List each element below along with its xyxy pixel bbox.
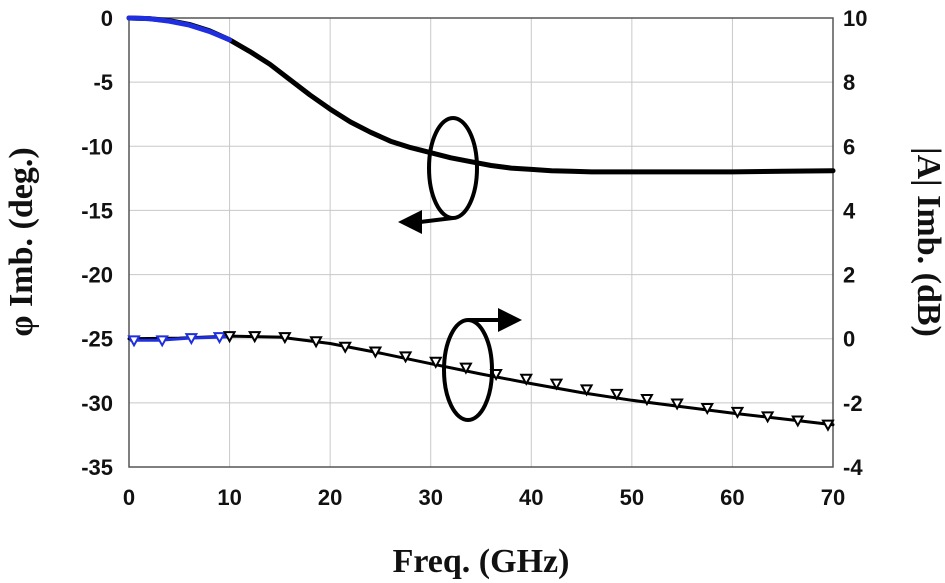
left-axis-indicator bbox=[398, 116, 479, 234]
series-marker-6 bbox=[222, 331, 237, 344]
plot-frame bbox=[128, 17, 834, 468]
series-marker-3 bbox=[309, 336, 323, 349]
series-marker-3 bbox=[429, 356, 443, 369]
series-marker-3 bbox=[248, 331, 262, 344]
series-marker-3 bbox=[730, 406, 745, 419]
x-tick-label: 40 bbox=[519, 485, 543, 510]
x-tick-label: 20 bbox=[318, 485, 342, 510]
tick-labels: 0 10 20 30 40 50 60 700-5-10-15-20-25-30-351086… bbox=[81, 6, 867, 510]
series-marker-5 bbox=[155, 335, 169, 348]
y-left-tick-label: -20 bbox=[81, 263, 113, 288]
y-left-tick-label: -35 bbox=[81, 455, 113, 480]
x-tick-label: 10 bbox=[217, 485, 241, 510]
y-axis-right-label: |A| Imb. (dB) bbox=[910, 147, 945, 337]
series-marker-3 bbox=[549, 378, 564, 391]
grid-lines bbox=[128, 17, 834, 468]
y-right-tick-label: -2 bbox=[843, 391, 863, 416]
y-right-tick-label: -4 bbox=[843, 455, 863, 480]
series-marker-3 bbox=[368, 346, 383, 359]
y-right-tick-label: 8 bbox=[843, 70, 855, 95]
y-left-tick-label: -10 bbox=[81, 134, 113, 159]
series-marker-3 bbox=[459, 362, 473, 375]
series-marker-3 bbox=[821, 419, 835, 432]
series-marker-3 bbox=[610, 388, 624, 401]
y-left-tick-label: -15 bbox=[81, 198, 113, 223]
y-left-tick-label: -5 bbox=[93, 70, 113, 95]
left-indicator-arrow-line bbox=[419, 216, 454, 224]
data-series bbox=[126, 15, 836, 432]
series-marker-3 bbox=[791, 415, 805, 428]
y-left-tick-label: -30 bbox=[81, 391, 113, 416]
series-marker-5 bbox=[127, 335, 141, 348]
series-marker-3 bbox=[700, 402, 714, 416]
y-left-tick-label: -25 bbox=[81, 327, 113, 352]
series-marker-3 bbox=[278, 332, 292, 345]
series-marker-3 bbox=[640, 394, 654, 407]
y-right-tick-label: 2 bbox=[843, 263, 855, 288]
series-marker-3 bbox=[670, 398, 684, 411]
series-marker-3 bbox=[579, 384, 594, 397]
x-tick-label: 0 bbox=[123, 485, 135, 510]
x-tick-label: 30 bbox=[418, 485, 442, 510]
y-axis-left-label: φ Imb. (deg.) bbox=[3, 147, 40, 336]
x-tick-label: 50 bbox=[620, 485, 644, 510]
y-right-tick-label: 6 bbox=[843, 134, 855, 159]
x-axis-label: Freq. (GHz) bbox=[393, 543, 570, 580]
y-right-tick-label: 10 bbox=[843, 6, 867, 31]
series-line-0 bbox=[126, 15, 836, 175]
x-tick-label: 70 bbox=[821, 485, 845, 510]
series-line-2 bbox=[127, 334, 835, 427]
left-indicator-ellipse bbox=[427, 116, 479, 220]
series-marker-3 bbox=[338, 341, 352, 354]
series-marker-5 bbox=[184, 333, 199, 346]
y-right-tick-label: 0 bbox=[843, 327, 855, 352]
series-marker-3 bbox=[519, 373, 533, 386]
series-marker-3 bbox=[760, 411, 775, 424]
x-tick-label: 60 bbox=[720, 485, 744, 510]
left-arrow-icon bbox=[398, 210, 422, 234]
y-right-tick-label: 4 bbox=[843, 198, 856, 223]
series-line-1 bbox=[126, 15, 233, 43]
series-marker-5 bbox=[212, 332, 227, 345]
y-left-tick-label: 0 bbox=[101, 6, 113, 31]
right-axis-indicator bbox=[442, 308, 522, 422]
right-arrow-icon bbox=[498, 308, 522, 332]
series-marker-3 bbox=[398, 351, 413, 364]
